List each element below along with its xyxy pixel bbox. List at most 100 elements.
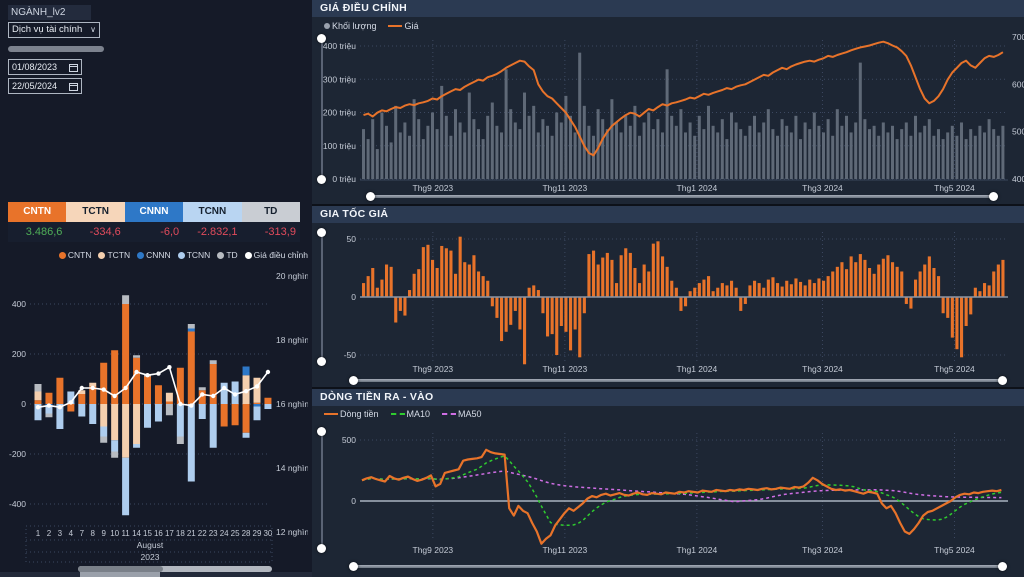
- price-volume-chart[interactable]: 400 triệu 300 triệu 200 triệu 100 triệu 0 tr…: [312, 0, 1024, 204]
- page-scrollbar[interactable]: [0, 572, 312, 577]
- svg-text:14: 14: [132, 529, 141, 538]
- x-axis-zoom-slider[interactable]: [366, 192, 998, 201]
- slider-handle[interactable]: [317, 544, 326, 553]
- date-from-input[interactable]: 01/08/2023: [8, 59, 82, 75]
- filter-panel: NGÀNH_lv2 Dịch vụ tài chính ∨ 01/08/2023…: [0, 0, 312, 577]
- svg-text:Thg5 2024: Thg5 2024: [934, 545, 975, 555]
- svg-text:7: 7: [80, 529, 85, 538]
- slider-handle[interactable]: [317, 357, 326, 366]
- x-axis-zoom-slider[interactable]: [349, 376, 1007, 385]
- slider-handle[interactable]: [349, 562, 358, 571]
- x-axis-zoom-slider[interactable]: [349, 562, 1007, 571]
- scrollbar-thumb[interactable]: [78, 566, 163, 572]
- table-header[interactable]: CNTN: [8, 202, 67, 222]
- slider-handle[interactable]: [317, 175, 326, 184]
- dropdown-value: Dịch vụ tài chính: [12, 24, 83, 35]
- svg-text:11: 11: [121, 529, 130, 538]
- legend-item[interactable]: TD: [217, 250, 238, 260]
- legend-item[interactable]: Giá điều chỉnh: [244, 250, 308, 260]
- slider-handle[interactable]: [349, 376, 358, 385]
- svg-text:24: 24: [220, 529, 229, 538]
- range-slider-track[interactable]: [8, 46, 104, 52]
- legend-label: TCTN: [107, 250, 131, 260]
- svg-text:18 nghìn: 18 nghìn: [276, 335, 308, 345]
- slider-handle[interactable]: [989, 192, 998, 201]
- slider-handle[interactable]: [998, 562, 1007, 571]
- table-value: -334,6: [66, 222, 125, 242]
- industry-dropdown[interactable]: Dịch vụ tài chính ∨: [8, 22, 100, 38]
- legend-item[interactable]: TCNN: [177, 250, 211, 260]
- slider-handle[interactable]: [366, 192, 375, 201]
- legend-dot-icon: [98, 251, 106, 259]
- svg-text:3: 3: [58, 529, 63, 538]
- slider-handle[interactable]: [317, 228, 326, 237]
- money-flow-chart[interactable]: 500 0 Thg9 2023 Thg11 2023 Thg1 2024 Thg3 202…: [312, 389, 1024, 577]
- svg-text:0: 0: [21, 399, 26, 409]
- table-header[interactable]: TD: [241, 202, 300, 222]
- legend-item[interactable]: Khối lượng: [324, 21, 376, 31]
- price-acceleration-chart[interactable]: 50 -50 0 Thg9 2023 Thg11 2023 Thg1 2024 Thg3 2…: [312, 206, 1024, 387]
- summary-table: CNTN TCTN CNNN TCNN TD 3.486,6 -334,6 -6…: [8, 202, 300, 242]
- y-axis-zoom-slider[interactable]: [317, 34, 326, 184]
- legend-item[interactable]: CNTN: [58, 250, 92, 260]
- svg-text:10: 10: [110, 529, 119, 538]
- slider-handle[interactable]: [317, 427, 326, 436]
- legend-label: TCNN: [186, 250, 211, 260]
- svg-text:-50: -50: [344, 350, 357, 360]
- price-panel: 400 triệu 300 triệu 200 triệu 100 triệu 0 tr…: [312, 0, 1024, 206]
- svg-text:28: 28: [242, 529, 251, 538]
- table-header[interactable]: CNNN: [124, 202, 184, 222]
- legend-item[interactable]: TCTN: [98, 250, 130, 260]
- svg-text:500: 500: [1012, 127, 1024, 137]
- legend-label: TD: [226, 250, 238, 260]
- price-legend: Khối lượng Giá: [324, 21, 418, 31]
- svg-text:9: 9: [101, 529, 106, 538]
- svg-text:17: 17: [165, 529, 174, 538]
- legend-label: Giá điều chỉnh: [253, 250, 308, 260]
- table-value-row: 3.486,6 -334,6 -6,0 -2.832,1 -313,9: [8, 222, 300, 242]
- legend-label: MA10: [406, 409, 431, 419]
- y-axis-zoom-slider[interactable]: [317, 427, 326, 553]
- slider-handle[interactable]: [317, 34, 326, 43]
- field-label: NGÀNH_lv2: [8, 5, 91, 20]
- legend-dot-icon: [58, 251, 66, 259]
- svg-text:Thg3 2024: Thg3 2024: [802, 364, 843, 374]
- svg-text:8: 8: [91, 529, 96, 538]
- svg-text:0: 0: [351, 496, 356, 506]
- legend-item[interactable]: CNNN: [137, 250, 171, 260]
- legend-dashed-line-icon: [390, 413, 405, 415]
- legend-line-icon: [388, 25, 403, 27]
- y-axis-zoom-slider[interactable]: [317, 228, 326, 366]
- scrollbar-thumb[interactable]: [80, 572, 160, 577]
- svg-text:15: 15: [143, 529, 152, 538]
- legend-item[interactable]: Dòng tiền: [324, 409, 379, 419]
- svg-text:2: 2: [47, 529, 52, 538]
- chart-scrollbar[interactable]: [78, 566, 272, 572]
- legend-dot-icon: [244, 251, 252, 259]
- svg-text:29: 29: [253, 529, 262, 538]
- slider-handle[interactable]: [998, 376, 1007, 385]
- svg-text:25: 25: [231, 529, 240, 538]
- date-from-value: 01/08/2023: [12, 62, 58, 72]
- date-to-input[interactable]: 22/05/2024: [8, 78, 82, 94]
- svg-text:20 nghìn: 20 nghìn: [276, 271, 308, 281]
- legend-label: MA50: [458, 409, 482, 419]
- legend-item[interactable]: Giá: [388, 21, 418, 31]
- table-value: -313,9: [241, 222, 300, 242]
- table-header[interactable]: TCNN: [183, 202, 242, 222]
- legend-line-icon: [324, 413, 338, 415]
- legend-dot-icon: [137, 251, 145, 259]
- svg-text:2023: 2023: [141, 552, 160, 562]
- svg-text:Thg5 2024: Thg5 2024: [934, 183, 975, 193]
- panel-title: DÒNG TIỀN RA - VÀO: [312, 389, 1024, 406]
- legend-item[interactable]: MA10: [390, 409, 431, 419]
- svg-text:100 triệu: 100 triệu: [323, 141, 356, 151]
- svg-text:200: 200: [12, 349, 26, 359]
- flow-by-day-chart[interactable]: 400 200 0 -200 -400 20 nghìn 18 nghìn 16 nghìn 1…: [0, 264, 308, 564]
- panel-title: GIA TỐC GIÁ: [312, 206, 1024, 223]
- legend-label: CNTN: [67, 250, 92, 260]
- table-header[interactable]: TCTN: [66, 202, 125, 222]
- svg-text:Thg11 2023: Thg11 2023: [542, 545, 587, 555]
- legend-item[interactable]: MA50: [442, 409, 482, 419]
